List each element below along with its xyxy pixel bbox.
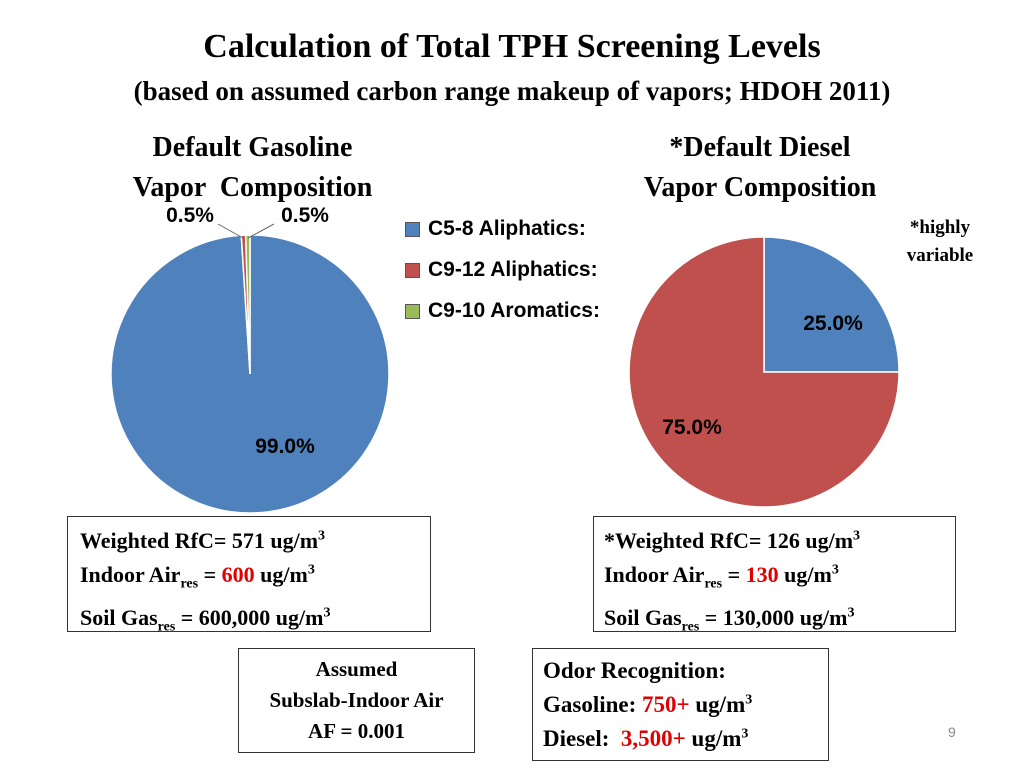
- leader-line-c910: [247, 223, 275, 239]
- page-title: Calculation of Total TPH Screening Level…: [203, 28, 821, 65]
- gasoline-label-c912: 0.5%: [166, 204, 214, 227]
- gasoline-label-c910: 0.5%: [281, 204, 329, 227]
- page-number: 9: [948, 724, 956, 740]
- legend-label-c912: C9-12 Aliphatics:: [428, 258, 598, 281]
- diesel-heading-line2: Vapor Composition: [643, 172, 877, 203]
- diesel-slice-c58: [763, 236, 900, 373]
- af-line2: Subslab-Indoor Air: [269, 688, 444, 712]
- diesel-slice-c912: [628, 236, 900, 508]
- legend-item-c58: C5-8 Aliphatics:: [405, 214, 600, 244]
- diesel-soil-gas-line: Soil Gasres = 130,000 ug/m3: [604, 605, 855, 635]
- gasoline-heading: Default Gasoline Vapor Composition: [80, 128, 425, 208]
- af-line3: AF = 0.001: [308, 719, 405, 743]
- legend-swatch-c912: [405, 262, 420, 278]
- gasoline-soil-gas-line: Soil Gasres = 600,000 ug/m3: [80, 605, 331, 635]
- diesel-rfc-line: *Weighted RfC= 126 ug/m3: [604, 528, 861, 553]
- gasoline-heading-line1: Default Gasoline: [152, 132, 353, 163]
- page-subtitle: (based on assumed carbon range makeup of…: [133, 76, 891, 106]
- chart-legend: C5-8 Aliphatics: C9-12 Aliphatics: C9-10…: [405, 214, 600, 337]
- odor-recognition-box: Odor Recognition: Gasoline: 750+ ug/m3 D…: [532, 648, 829, 761]
- attenuation-factor-box: Assumed Subslab-Indoor Air AF = 0.001: [238, 648, 475, 753]
- legend-label-c58: C5-8 Aliphatics:: [428, 217, 586, 240]
- gasoline-rfc-box: Weighted RfC= 571 ug/m3 Indoor Airres = …: [67, 516, 431, 635]
- note-line1: *highly: [909, 217, 971, 238]
- diesel-indoor-air-value: 130: [745, 562, 779, 587]
- diesel-heading-line1: *Default Diesel: [669, 132, 851, 163]
- diesel-pie-chart: 25.0% 75.0%: [628, 236, 900, 508]
- legend-item-c912: C9-12 Aliphatics:: [405, 255, 600, 285]
- leader-line-c912: [217, 223, 244, 239]
- note-line2: variable: [906, 245, 974, 266]
- diesel-indoor-air-line: Indoor Airres = 130 ug/m3: [604, 562, 839, 592]
- af-line1: Assumed: [315, 657, 398, 681]
- gasoline-slice-c910: [244, 234, 251, 375]
- gasoline-heading-line2: Vapor Composition: [132, 172, 373, 203]
- diesel-variability-note: *highly variable: [888, 214, 992, 270]
- odor-heading: Odor Recognition:: [543, 658, 726, 683]
- diesel-heading: *Default Diesel Vapor Composition: [580, 128, 940, 208]
- gasoline-indoor-air-value: 600: [221, 562, 255, 587]
- diesel-label-c912: 75.0%: [662, 416, 722, 439]
- diesel-rfc-box: *Weighted RfC= 126 ug/m3 Indoor Airres =…: [593, 516, 956, 635]
- gasoline-pie-chart: 0.5% 0.5% 99.0%: [110, 204, 390, 514]
- legend-item-c910: C9-10 Aromatics:: [405, 296, 600, 326]
- diesel-label-c58: 25.0%: [803, 312, 863, 335]
- odor-gasoline-line: Gasoline: 750+ ug/m3: [543, 692, 753, 717]
- odor-diesel-value: 3,500+: [620, 726, 686, 751]
- gasoline-indoor-air-line: Indoor Airres = 600 ug/m3: [80, 562, 315, 592]
- legend-swatch-c910: [405, 303, 420, 319]
- gasoline-rfc-line: Weighted RfC= 571 ug/m3: [80, 528, 326, 553]
- odor-gasoline-value: 750+: [642, 692, 690, 717]
- gasoline-label-c58: 99.0%: [255, 435, 315, 458]
- legend-label-c910: C9-10 Aromatics:: [428, 299, 600, 322]
- legend-swatch-c58: [405, 221, 420, 237]
- odor-diesel-line: Diesel: 3,500+ ug/m3: [543, 726, 749, 751]
